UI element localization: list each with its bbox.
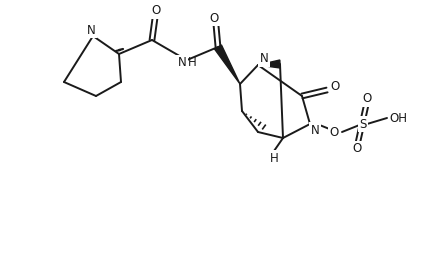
- Text: H: H: [188, 56, 197, 70]
- Text: O: O: [151, 5, 161, 18]
- Text: O: O: [363, 92, 371, 105]
- Text: O: O: [209, 11, 219, 24]
- Polygon shape: [258, 60, 280, 68]
- Polygon shape: [215, 45, 240, 84]
- Text: N: N: [259, 53, 268, 66]
- Text: O: O: [331, 81, 340, 93]
- Text: O: O: [329, 125, 339, 138]
- Text: OH: OH: [389, 112, 407, 124]
- Text: O: O: [352, 142, 362, 155]
- Text: N: N: [178, 56, 186, 70]
- Text: H: H: [270, 151, 278, 165]
- Text: S: S: [359, 118, 367, 131]
- Text: N: N: [311, 123, 320, 136]
- Text: N: N: [86, 24, 95, 37]
